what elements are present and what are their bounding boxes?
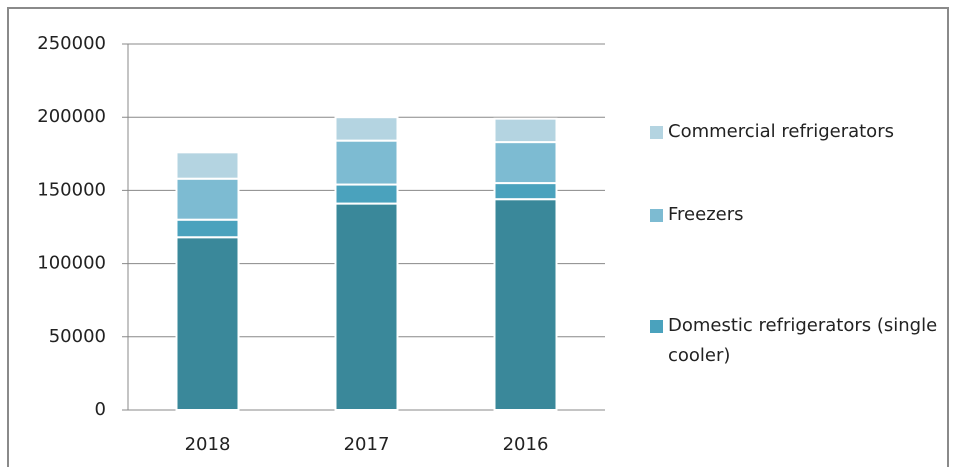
legend-entry: Domestic refrigerators (single cooler) [650, 311, 940, 371]
legend-entry: Freezers [650, 200, 940, 230]
legend-label: Commercial refrigerators [668, 121, 894, 142]
y-tick-label: 150000 [37, 179, 106, 200]
bar-segment [334, 139, 399, 186]
bar-segment [175, 218, 240, 239]
legend-entry: Commercial refrigerators [650, 117, 940, 147]
bar-segment [493, 182, 558, 201]
legend-swatch [650, 209, 663, 222]
legend-label: Freezers [668, 204, 744, 225]
bar-segment [493, 198, 558, 411]
x-tick-label: 2017 [344, 434, 390, 455]
bar-segment [334, 183, 399, 205]
bar-segment [175, 151, 240, 180]
legend-label: Domestic refrigerators (single cooler) [668, 315, 938, 366]
x-tick-label: 2016 [503, 434, 549, 455]
legend-swatch [650, 126, 663, 139]
x-tick-label: 2018 [185, 434, 231, 455]
y-tick-label: 0 [95, 399, 106, 420]
y-tick-label: 250000 [37, 33, 106, 54]
frame [7, 7, 949, 467]
bar-segment [493, 117, 558, 144]
bar-segment [334, 202, 399, 411]
legend: Commercial refrigerators Freezers Domestic… [650, 0, 950, 467]
y-tick-label: 50000 [49, 326, 106, 347]
bar-segment [175, 236, 240, 411]
y-tick-label: 200000 [37, 106, 106, 127]
y-tick-label: 100000 [37, 253, 106, 274]
bar-segment [493, 141, 558, 185]
bar-segment [175, 177, 240, 221]
bar-segment [334, 116, 399, 142]
legend-swatch [650, 320, 663, 333]
